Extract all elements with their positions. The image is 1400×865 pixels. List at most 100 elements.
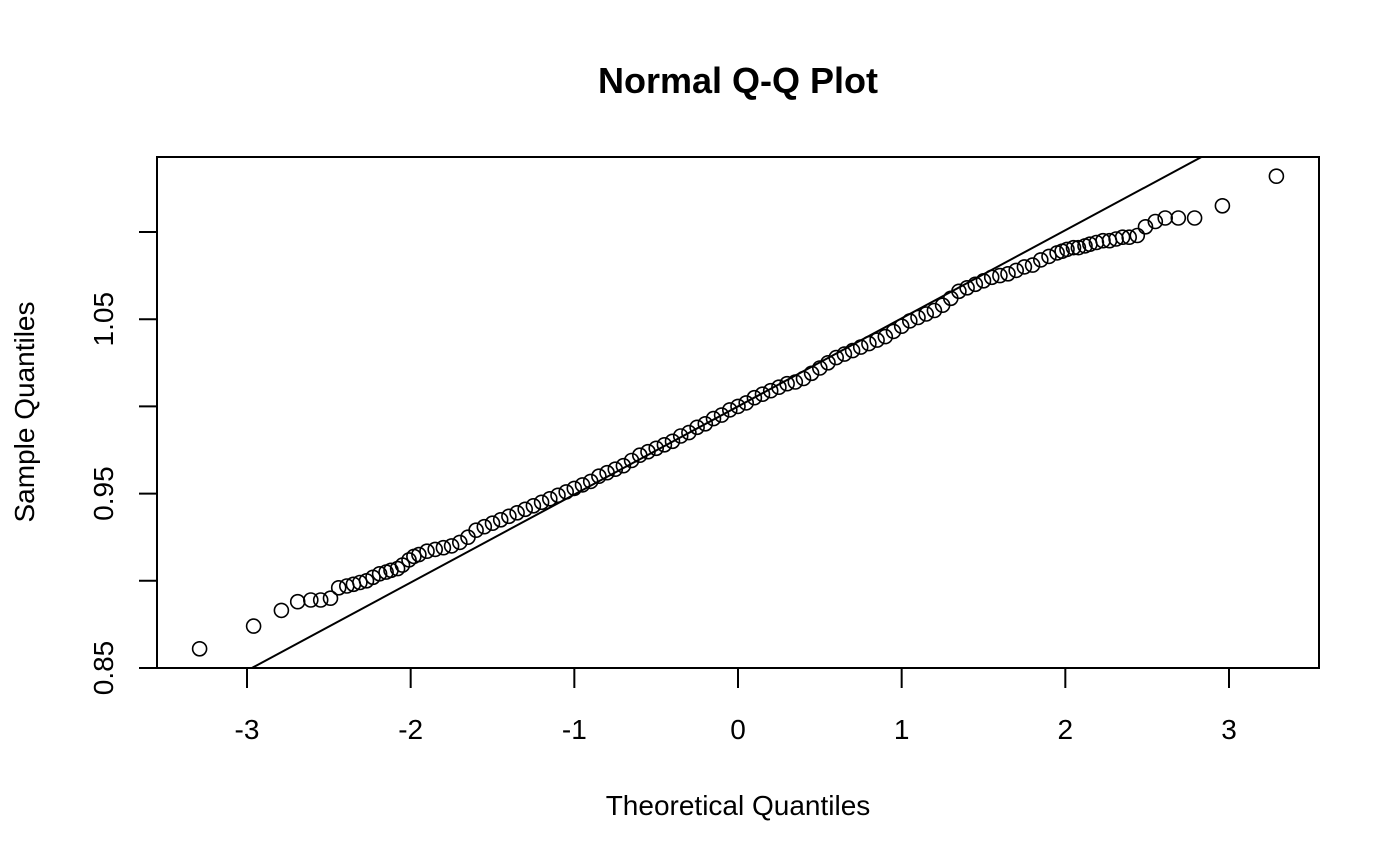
points-layer [191, 168, 1285, 657]
y-axis: 0.85 0.95 1.05 [88, 230, 158, 696]
data-point [1137, 219, 1154, 235]
data-point [975, 272, 992, 289]
data-point [664, 433, 681, 450]
data-point [918, 306, 935, 322]
data-point [443, 538, 460, 554]
data-point [1000, 265, 1016, 282]
data-point [640, 443, 656, 460]
x-tick-label: 0 [730, 714, 746, 745]
data-point [427, 541, 444, 558]
data-point [566, 480, 583, 497]
data-point [967, 276, 984, 293]
data-point [951, 283, 967, 300]
data-point [1033, 252, 1049, 268]
reference-line [249, 157, 1204, 668]
data-point [245, 618, 262, 634]
data-point [411, 546, 427, 563]
data-point [689, 419, 705, 436]
data-point [1070, 239, 1087, 256]
x-tick-label: -2 [398, 714, 423, 745]
data-point [779, 375, 795, 392]
data-point [302, 592, 319, 608]
data-point [648, 440, 665, 457]
data-point [484, 515, 501, 532]
y-tick-label: 0.85 [88, 641, 119, 696]
data-point [451, 534, 468, 551]
data-point [992, 267, 1008, 284]
data-point [312, 592, 329, 608]
x-tick-label: -1 [562, 714, 587, 745]
data-point [1214, 198, 1231, 214]
data-point [861, 335, 877, 352]
data-point [607, 461, 624, 478]
data-point [787, 374, 804, 390]
reference-line-layer [249, 157, 1204, 668]
data-point [1157, 210, 1173, 226]
data-point [713, 407, 730, 423]
data-point [877, 328, 894, 345]
y-tick-label: 0.95 [88, 466, 119, 521]
x-axis-label: Theoretical Quantiles [606, 790, 871, 821]
data-point [901, 313, 918, 329]
data-point [869, 332, 885, 348]
data-point [1114, 229, 1131, 245]
data-point [1186, 210, 1203, 226]
data-point [811, 360, 828, 376]
x-tick-label: -3 [235, 714, 260, 745]
data-point [550, 487, 566, 504]
data-point [803, 365, 820, 382]
data-point [591, 468, 607, 485]
data-point [476, 518, 493, 535]
data-point [681, 424, 697, 441]
data-point [599, 464, 615, 481]
data-point [435, 539, 452, 556]
data-point [656, 436, 673, 453]
data-point [419, 543, 435, 560]
data-point [191, 640, 208, 657]
data-point [754, 386, 771, 403]
data-point [389, 560, 406, 577]
data-point [926, 302, 943, 319]
data-point [371, 565, 388, 582]
data-point [1170, 210, 1187, 226]
data-point [844, 342, 861, 359]
data-point [1024, 257, 1041, 273]
x-tick-label: 1 [894, 714, 910, 745]
data-point [501, 508, 517, 525]
data-point [959, 279, 975, 296]
data-point [885, 323, 902, 340]
data-point [468, 522, 484, 539]
data-point [836, 346, 853, 362]
x-axis: -3 -2 -1 0 1 2 3 [235, 667, 1237, 745]
data-point [1041, 248, 1057, 265]
data-point [1121, 229, 1137, 245]
data-point [893, 318, 910, 335]
y-axis-label: Sample Quantiles [9, 301, 40, 522]
data-point [273, 602, 290, 619]
data-point [762, 382, 779, 399]
data-point [828, 349, 845, 366]
data-point [771, 379, 787, 396]
data-point [322, 590, 339, 607]
data-point [705, 410, 722, 427]
data-point [1147, 213, 1164, 230]
x-tick-label: 2 [1058, 714, 1074, 745]
data-point [330, 579, 347, 596]
data-point [533, 494, 550, 511]
data-point [746, 389, 763, 406]
x-tick-label: 3 [1221, 714, 1237, 745]
data-point [631, 447, 648, 464]
data-point [574, 477, 591, 493]
data-point [289, 593, 306, 610]
data-point [492, 511, 509, 528]
data-point [517, 501, 534, 518]
data-point [910, 309, 926, 326]
data-point [623, 452, 640, 469]
data-point [738, 395, 755, 411]
chart-title: Normal Q-Q Plot [598, 60, 878, 101]
data-point [1059, 241, 1075, 258]
data-point [352, 574, 368, 591]
data-point [983, 269, 1000, 286]
data-point [525, 497, 542, 514]
